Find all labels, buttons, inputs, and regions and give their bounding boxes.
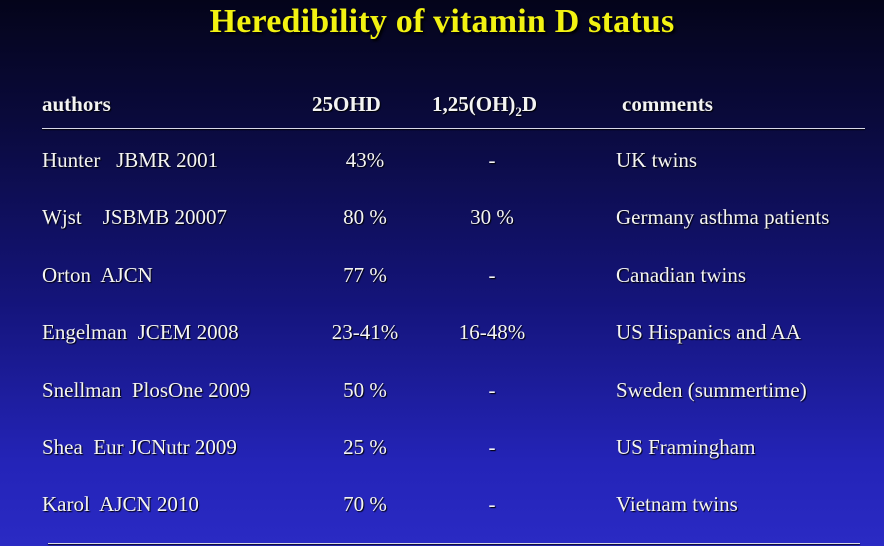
125oh2d-cell: - (488, 263, 496, 287)
table-row: Karol AJCN 2010 70 % - Vietnam twins (0, 490, 884, 520)
header-125-subscript: 2 (515, 104, 522, 119)
header-divider (42, 128, 865, 129)
125oh2d-cell: 30 % (470, 205, 514, 229)
comment-cell: Vietnam twins (616, 492, 738, 516)
header-125-suffix: D (521, 92, 538, 116)
table-bottom-divider (48, 543, 860, 544)
25ohd-cell: 70 % (343, 492, 387, 516)
125oh2d-cell: - (488, 148, 496, 172)
header-25ohd: 25OHD (312, 92, 381, 116)
comment-cell: US Framingham (616, 435, 756, 459)
comment-cell: UK twins (616, 148, 698, 172)
table-row: Hunter JBMR 2001 43% - UK twins (0, 146, 884, 176)
25ohd-cell: 50 % (343, 378, 387, 402)
comment-cell: Germany asthma patients (616, 205, 830, 229)
table-row: Snellman PlosOne 2009 50 % - Sweden (sum… (0, 376, 884, 406)
author-cell: Engelman JCEM 2008 (42, 320, 239, 344)
25ohd-cell: 80 % (343, 205, 387, 229)
slide-title: Heredibility of vitamin D status (209, 3, 675, 40)
125oh2d-cell: 16-48% (458, 320, 526, 344)
header-authors: authors (42, 92, 111, 116)
author-cell: Karol AJCN 2010 (42, 492, 199, 516)
25ohd-cell: 25 % (343, 435, 387, 459)
table-row: Orton AJCN 77 % - Canadian twins (0, 261, 884, 291)
125oh2d-cell: - (488, 435, 496, 459)
comment-cell: Sweden (summertime) (616, 378, 807, 402)
header-comments: comments (622, 92, 713, 116)
table-row: Wjst JSBMB 20007 80 % 30 % Germany asthm… (0, 203, 884, 233)
header-125-oh2d: 1,25(OH)2D (432, 90, 537, 118)
author-cell: Shea Eur JCNutr 2009 (42, 435, 237, 459)
comment-cell: Canadian twins (616, 263, 747, 287)
header-125-prefix: 1,25(OH) (432, 92, 516, 116)
125oh2d-cell: - (488, 378, 496, 402)
25ohd-cell: 77 % (343, 263, 387, 287)
author-cell: Hunter JBMR 2001 (42, 148, 219, 172)
author-cell: Wjst JSBMB 20007 (42, 205, 227, 229)
table-row: Shea Eur JCNutr 2009 25 % - US Framingha… (0, 433, 884, 463)
125oh2d-cell: - (488, 492, 496, 516)
table-row: Engelman JCEM 2008 23-41% 16-48% US Hisp… (0, 318, 884, 348)
25ohd-cell: 23-41% (331, 320, 399, 344)
author-cell: Orton AJCN (42, 263, 153, 287)
comment-cell: US Hispanics and AA (616, 320, 801, 344)
author-cell: Snellman PlosOne 2009 (42, 378, 251, 402)
25ohd-cell: 43% (345, 148, 385, 172)
